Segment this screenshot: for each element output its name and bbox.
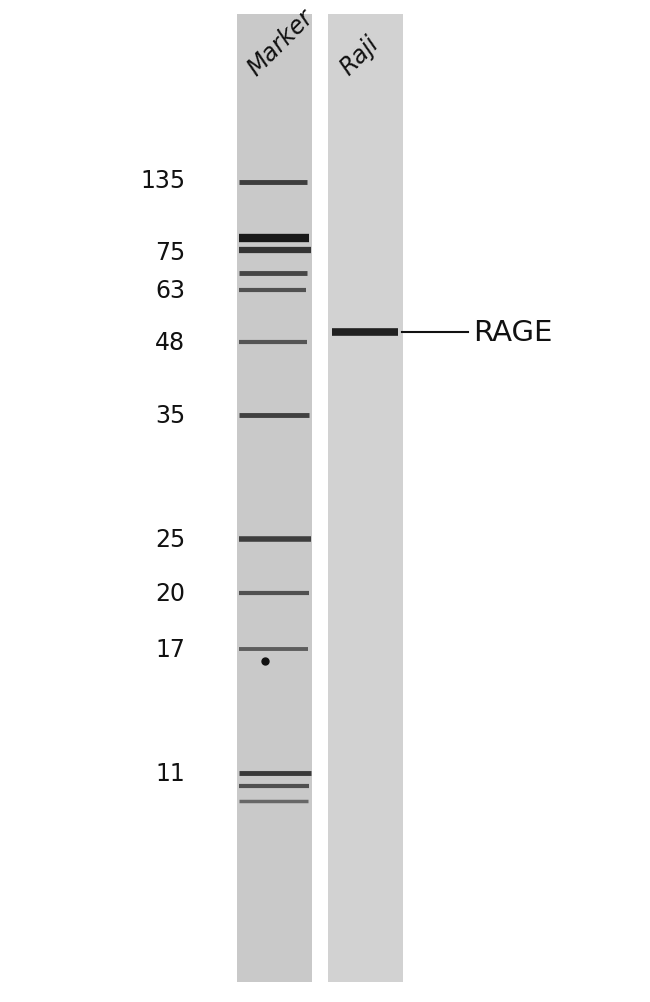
Text: 135: 135 [140, 168, 185, 192]
Text: 17: 17 [155, 637, 185, 661]
Bar [328, 15, 403, 982]
Text: 63: 63 [155, 279, 185, 303]
Text: 25: 25 [155, 527, 185, 551]
Text: Marker: Marker [243, 5, 318, 80]
Text: 11: 11 [155, 762, 185, 786]
Bar [237, 15, 312, 982]
Text: Raji: Raji [335, 32, 384, 80]
Text: 35: 35 [155, 404, 185, 428]
Text: 20: 20 [155, 581, 185, 605]
Text: RAGE: RAGE [473, 319, 552, 347]
Text: 75: 75 [155, 240, 185, 265]
Text: 48: 48 [155, 331, 185, 355]
